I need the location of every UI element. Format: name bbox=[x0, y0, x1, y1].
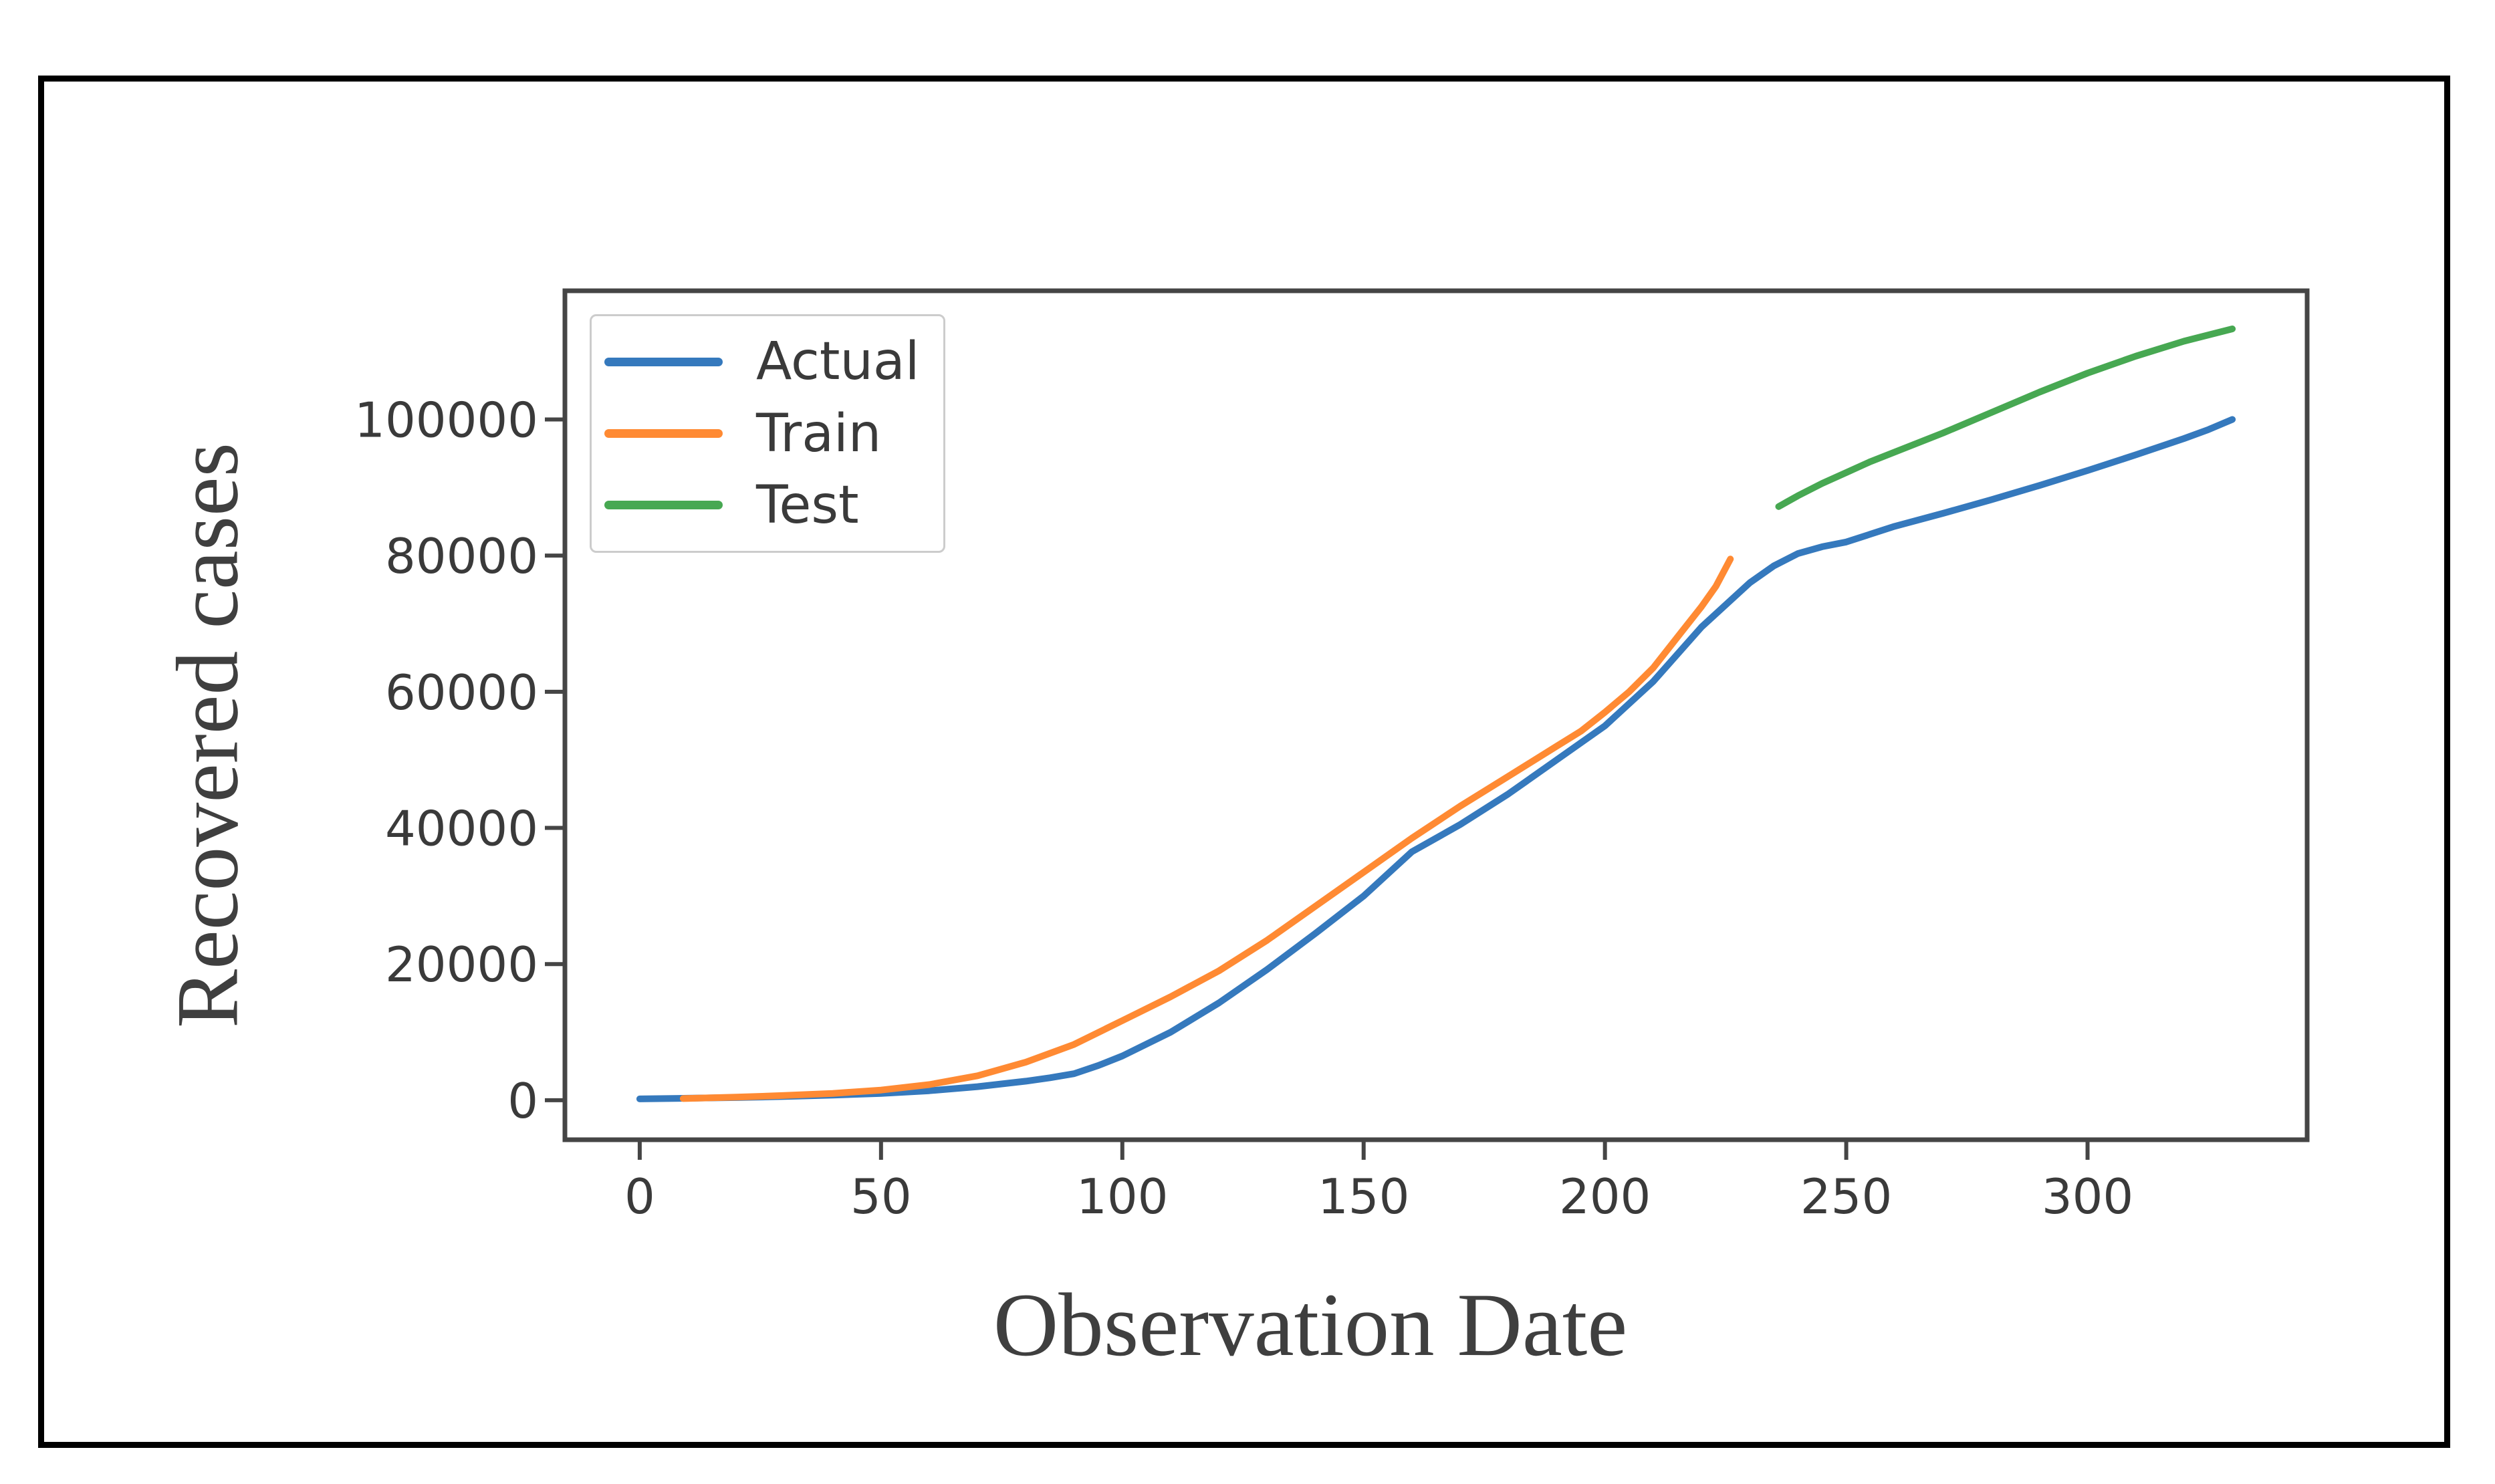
legend-swatch-train bbox=[604, 429, 723, 438]
figure-border bbox=[38, 76, 2450, 1448]
y-tick-label: 80000 bbox=[385, 528, 538, 584]
x-tick-label: 0 bbox=[624, 1168, 655, 1225]
legend: Actual Train Test bbox=[590, 314, 945, 553]
plot-frame bbox=[562, 288, 2310, 1142]
x-tick-label: 50 bbox=[850, 1168, 912, 1225]
legend-item-test: Test bbox=[604, 479, 943, 531]
x-tick-label: 300 bbox=[2042, 1168, 2133, 1225]
legend-label-actual: Actual bbox=[756, 332, 920, 392]
y-tick-label: 60000 bbox=[385, 664, 538, 721]
y-tick-label: 0 bbox=[507, 1073, 538, 1129]
series-line-actual bbox=[636, 416, 2236, 1102]
legend-swatch-actual bbox=[604, 357, 723, 366]
x-tick-label: 150 bbox=[1318, 1168, 1409, 1225]
series-line-test bbox=[1775, 326, 2236, 510]
legend-item-train: Train bbox=[604, 408, 943, 460]
x-tick-label: 250 bbox=[1800, 1168, 1892, 1225]
y-axis-title: Recovered cases bbox=[158, 443, 257, 1028]
legend-label-test: Test bbox=[756, 475, 859, 535]
axes-tick-labels: 0 50 100 150 200 250 300 0 20000 40000 60000 80000 1… bbox=[354, 392, 2133, 1225]
x-tick-label: 100 bbox=[1076, 1168, 1168, 1225]
series-lines bbox=[636, 326, 2236, 1102]
x-tick-label: 200 bbox=[1559, 1168, 1651, 1225]
y-tick-label: 100000 bbox=[354, 392, 538, 448]
legend-label-train: Train bbox=[756, 403, 882, 464]
series-line-train bbox=[679, 555, 1734, 1102]
y-tick-label: 40000 bbox=[385, 801, 538, 857]
axes-spines bbox=[562, 288, 2310, 1142]
legend-swatch-test bbox=[604, 501, 723, 510]
axes-ticks bbox=[545, 417, 2090, 1160]
x-axis-title: Observation Date bbox=[993, 1275, 1628, 1375]
legend-item-actual: Actual bbox=[604, 336, 943, 388]
y-tick-label: 20000 bbox=[385, 937, 538, 993]
